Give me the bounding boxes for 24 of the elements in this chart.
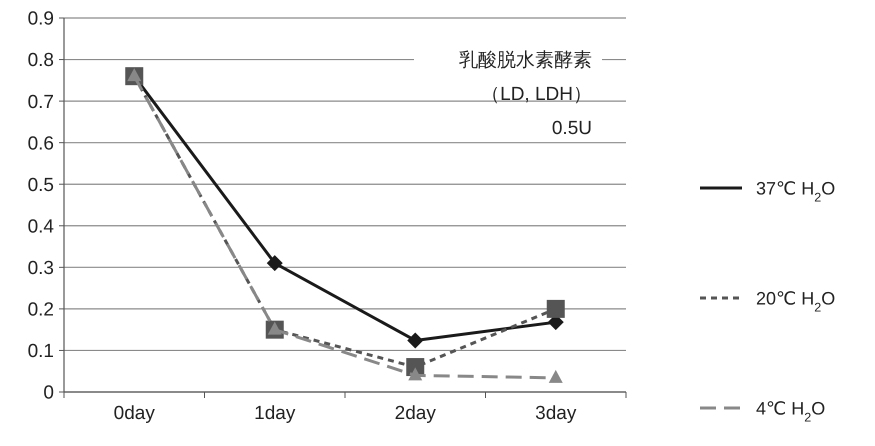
annotation: 乳酸脱水素酵素 bbox=[459, 50, 592, 72]
point bbox=[548, 370, 563, 383]
y-tick-label: 0.5 bbox=[28, 174, 54, 196]
y-tick-label: 0.2 bbox=[28, 300, 54, 321]
point bbox=[266, 255, 283, 272]
x-tick-label: 2day bbox=[394, 403, 436, 424]
y-tick-label: 0.8 bbox=[28, 50, 54, 72]
y-tick-label: 0.6 bbox=[28, 133, 54, 154]
legend-label: 37℃ H$_{2}$O bbox=[756, 178, 836, 204]
x-tick-label: 3day bbox=[535, 403, 577, 424]
y-tick-label: 0.1 bbox=[28, 341, 54, 362]
point bbox=[546, 300, 565, 318]
annotation: （LD, LDH） bbox=[481, 84, 592, 106]
x-tick-label: 0day bbox=[114, 403, 156, 424]
y-tick-label: 0.3 bbox=[28, 258, 54, 279]
y-tick-label: 0 bbox=[43, 382, 54, 404]
y-tick-label: 0.9 bbox=[28, 8, 54, 30]
legend-label: 20℃ H$_{2}$O bbox=[756, 288, 836, 314]
annotation: 0.5U bbox=[552, 118, 592, 140]
legend-label: 4℃ H$_{2}$O bbox=[756, 398, 826, 424]
point bbox=[407, 332, 424, 348]
y-tick-label: 0.7 bbox=[28, 92, 54, 113]
x-tick-label: 1day bbox=[254, 403, 296, 424]
y-tick-label: 0.4 bbox=[28, 216, 54, 238]
